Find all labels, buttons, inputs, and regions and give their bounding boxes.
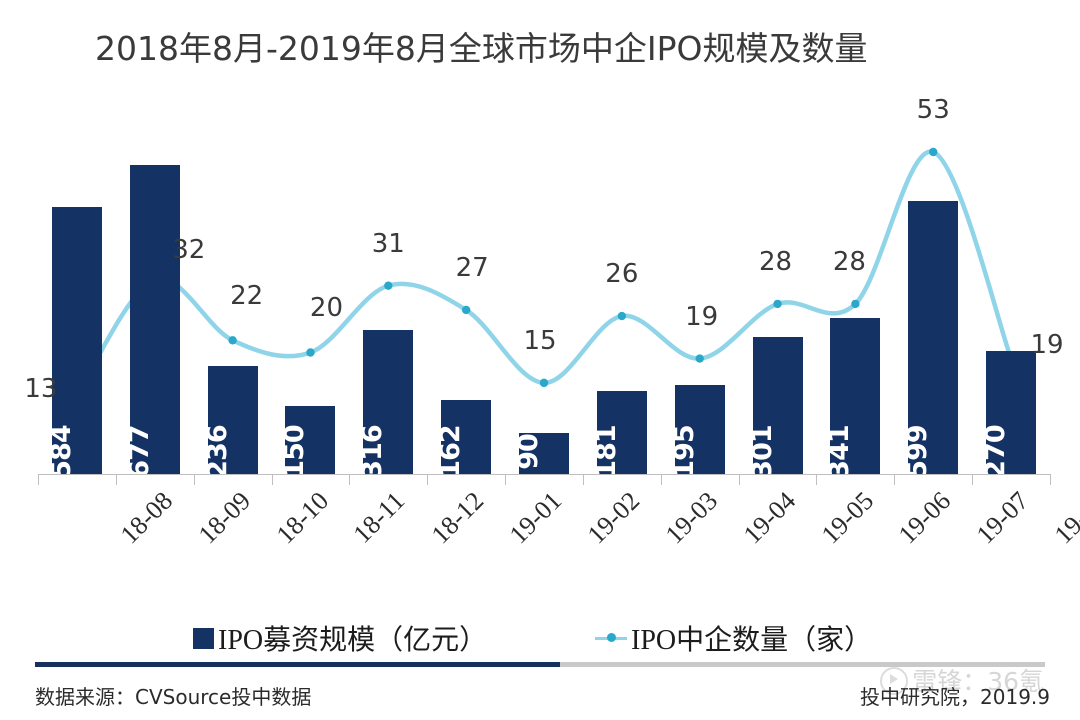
x-axis-tick xyxy=(115,474,117,485)
page-title: 2018年8月-2019年8月全球市场中企IPO规模及数量 xyxy=(95,29,868,68)
x-axis-label-18-09: 18-09 xyxy=(192,486,256,550)
line-point-19-01[interactable] xyxy=(461,305,471,315)
x-axis-tick xyxy=(816,474,818,485)
line-point-18-11[interactable] xyxy=(306,348,315,357)
x-axis-tick xyxy=(427,474,429,485)
bar-18-12[interactable] xyxy=(363,329,414,474)
x-axis-tick xyxy=(738,474,740,485)
bar-18-11[interactable] xyxy=(285,405,336,474)
bar-value-label: 270 xyxy=(980,425,1012,479)
line-value-label: 22 xyxy=(230,281,264,312)
bar-19-05[interactable] xyxy=(752,336,803,474)
x-axis-label-18-10: 18-10 xyxy=(270,486,334,550)
bar-value-label: 236 xyxy=(201,425,233,479)
line-point-19-06[interactable] xyxy=(851,299,860,309)
bar-19-06[interactable] xyxy=(830,318,881,474)
x-axis-tick xyxy=(38,474,39,485)
bar-value-label: 195 xyxy=(668,425,700,479)
legend-label-1: IPO中企数量（家） xyxy=(631,625,873,656)
line-value-label: 53 xyxy=(916,95,950,125)
legend-item-ipo-count[interactable]: IPO中企数量（家） xyxy=(595,618,872,658)
bar-19-04[interactable] xyxy=(674,385,725,474)
bar-19-07[interactable] xyxy=(908,200,959,474)
bar-value-label: 677 xyxy=(123,425,155,479)
x-axis-tick xyxy=(193,474,195,485)
data-source-text: 数据来源：CVSource投中数据 xyxy=(35,685,312,709)
line-series-svg xyxy=(72,147,1016,400)
line-point-19-05[interactable] xyxy=(773,299,782,309)
line-value-label: 26 xyxy=(605,259,639,290)
x-axis-tick xyxy=(972,474,974,485)
bar-value-label: 162 xyxy=(435,425,467,479)
bar-value-label: 181 xyxy=(590,425,622,479)
bar-19-02[interactable] xyxy=(519,432,569,474)
bar-19-08[interactable] xyxy=(986,350,1037,474)
x-axis-label-18-08: 18-08 xyxy=(114,486,179,550)
line-point-18-12[interactable] xyxy=(384,281,393,290)
x-axis-line xyxy=(38,474,1050,475)
x-axis-label-19-03: 19-03 xyxy=(659,486,724,550)
legend-item-ipo-scale[interactable]: IPO募资规模（亿元） xyxy=(193,618,487,658)
bar-19-01[interactable] xyxy=(441,400,492,474)
bar-value-label: 90 xyxy=(513,434,544,470)
line-value-label: 19 xyxy=(1030,329,1064,360)
bar-value-label: 316 xyxy=(357,425,389,479)
x-axis-label-19-01: 19-01 xyxy=(503,486,568,550)
x-axis-label-19-05: 19-05 xyxy=(815,486,879,550)
x-axis-label-18-12: 18-12 xyxy=(426,486,490,550)
line-point-19-03[interactable] xyxy=(617,311,627,321)
bar-18-10[interactable] xyxy=(207,366,258,474)
x-axis-tick xyxy=(349,474,351,485)
bar-value-label: 341 xyxy=(824,425,856,479)
x-axis-tick xyxy=(1050,474,1051,485)
line-point-19-07[interactable] xyxy=(929,147,938,157)
x-axis-label-18-11: 18-11 xyxy=(347,486,411,549)
x-axis-tick xyxy=(894,474,896,485)
line-value-label: 19 xyxy=(685,301,719,332)
bar-value-label: 599 xyxy=(902,425,934,479)
bar-18-09[interactable] xyxy=(129,165,180,474)
credit-text: 投中研究院，2019.9 xyxy=(860,685,1050,709)
x-axis-tick xyxy=(271,474,273,485)
line-value-label: 31 xyxy=(371,228,405,259)
line-value-label: 28 xyxy=(832,246,866,277)
bar-value-label: 584 xyxy=(45,425,77,479)
line-value-label: 15 xyxy=(523,325,557,356)
legend-label-0: IPO募资规模（亿元） xyxy=(218,625,488,656)
line-point-19-04[interactable] xyxy=(695,354,704,363)
line-value-label: 32 xyxy=(172,234,206,265)
x-axis-tick xyxy=(660,474,662,485)
plot-area: 584 677 236 150 316 162 90 181 195 301 341 599 270 13… xyxy=(0,95,1080,485)
bar-value-label: 301 xyxy=(746,425,778,479)
x-axis-tick xyxy=(582,474,584,485)
chart-legend: IPO募资规模（亿元） IPO中企数量（家） xyxy=(0,614,1080,658)
x-axis-label-19-02: 19-02 xyxy=(581,486,646,550)
legend-square-swatch-icon xyxy=(193,627,214,649)
x-axis-label-19-07: 19-07 xyxy=(970,486,1035,550)
line-value-label: 13 xyxy=(24,374,58,405)
line-value-label: 27 xyxy=(455,252,489,283)
bar-18-08[interactable] xyxy=(51,207,102,474)
bar-19-03[interactable] xyxy=(596,391,647,474)
footer-divider xyxy=(35,662,1045,667)
line-value-label: 28 xyxy=(758,246,793,277)
line-point-18-10[interactable] xyxy=(228,336,237,345)
x-axis-label-19-08: 19-08 xyxy=(1048,486,1080,550)
x-axis-label-19-06: 19-06 xyxy=(893,486,957,550)
bar-value-label: 150 xyxy=(279,425,311,479)
line-point-19-02[interactable] xyxy=(539,378,549,388)
x-axis-label-19-04: 19-04 xyxy=(737,486,801,550)
line-value-label: 20 xyxy=(309,293,343,324)
legend-line-marker-icon xyxy=(595,628,627,648)
x-axis-tick xyxy=(505,474,507,485)
